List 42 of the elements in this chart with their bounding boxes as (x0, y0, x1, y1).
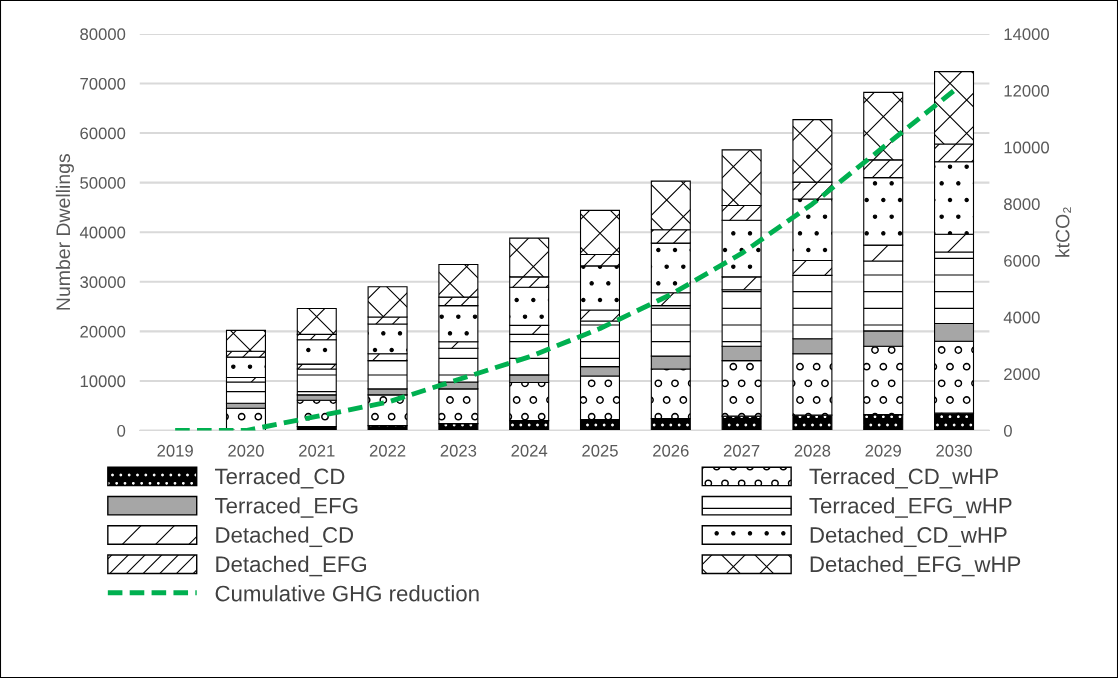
y-axis-title: Number Dwellings (55, 154, 74, 310)
y-tick-label: 10000 (80, 375, 126, 388)
legend-label: Cumulative GHG reduction (215, 585, 479, 602)
x-tick-label: 2028 (794, 444, 831, 457)
x-tick-label: 2027 (723, 444, 760, 457)
y-tick-label: 0 (117, 424, 126, 437)
y2-tick-label: 12000 (1004, 84, 1050, 97)
y2-tick-label: 0 (1003, 424, 1012, 437)
x-tick-label: 2025 (582, 444, 618, 457)
y2-axis-title: ktCO₂ (1055, 207, 1071, 257)
y2-tick-label: 4000 (1003, 311, 1040, 324)
legend-label: Terraced_EFG (215, 497, 358, 518)
legend-label: Detached_CD_wHP (810, 526, 1007, 548)
legend-label: Terraced_CD_wHP (809, 467, 998, 489)
x-tick-label: 2024 (511, 444, 548, 457)
y-tick-label: 50000 (80, 177, 126, 189)
legend-label: Detached_CD (216, 526, 354, 548)
legend-label: Detached_EFG_wHP (810, 555, 1021, 577)
y2-tick-label: 8000 (1004, 198, 1040, 211)
bar (225, 356, 266, 379)
y-tick-label: 30000 (80, 276, 126, 288)
x-tick-label: 2019 (157, 444, 193, 457)
legend-label: Terraced_CD (215, 467, 345, 489)
x-tick-label: 2020 (228, 444, 264, 457)
x-tick-label: 2022 (369, 444, 406, 457)
x-tick-label: 2030 (936, 444, 972, 457)
x-tick-label: 2029 (865, 444, 901, 457)
y2-tick-label: 14000 (1004, 28, 1050, 41)
y-tick-label: 70000 (80, 77, 126, 90)
legend-label: Detached_EFG (216, 555, 367, 577)
x-tick-label: 2023 (440, 444, 477, 457)
y-tick-label: 60000 (80, 127, 126, 140)
legend-label: Terraced_EFG_wHP (809, 497, 1012, 518)
y2-tick-label: 6000 (1004, 254, 1040, 267)
x-tick-label: 2021 (299, 444, 335, 457)
y-tick-label: 40000 (79, 226, 126, 239)
y-tick-label: 80000 (80, 28, 126, 41)
line-series (172, 88, 957, 431)
x-tick-label: 2026 (653, 444, 689, 457)
y2-tick-label: 2000 (1004, 368, 1040, 381)
y2-tick-label: 10000 (1004, 141, 1050, 154)
y-tick-label: 20000 (80, 325, 126, 338)
